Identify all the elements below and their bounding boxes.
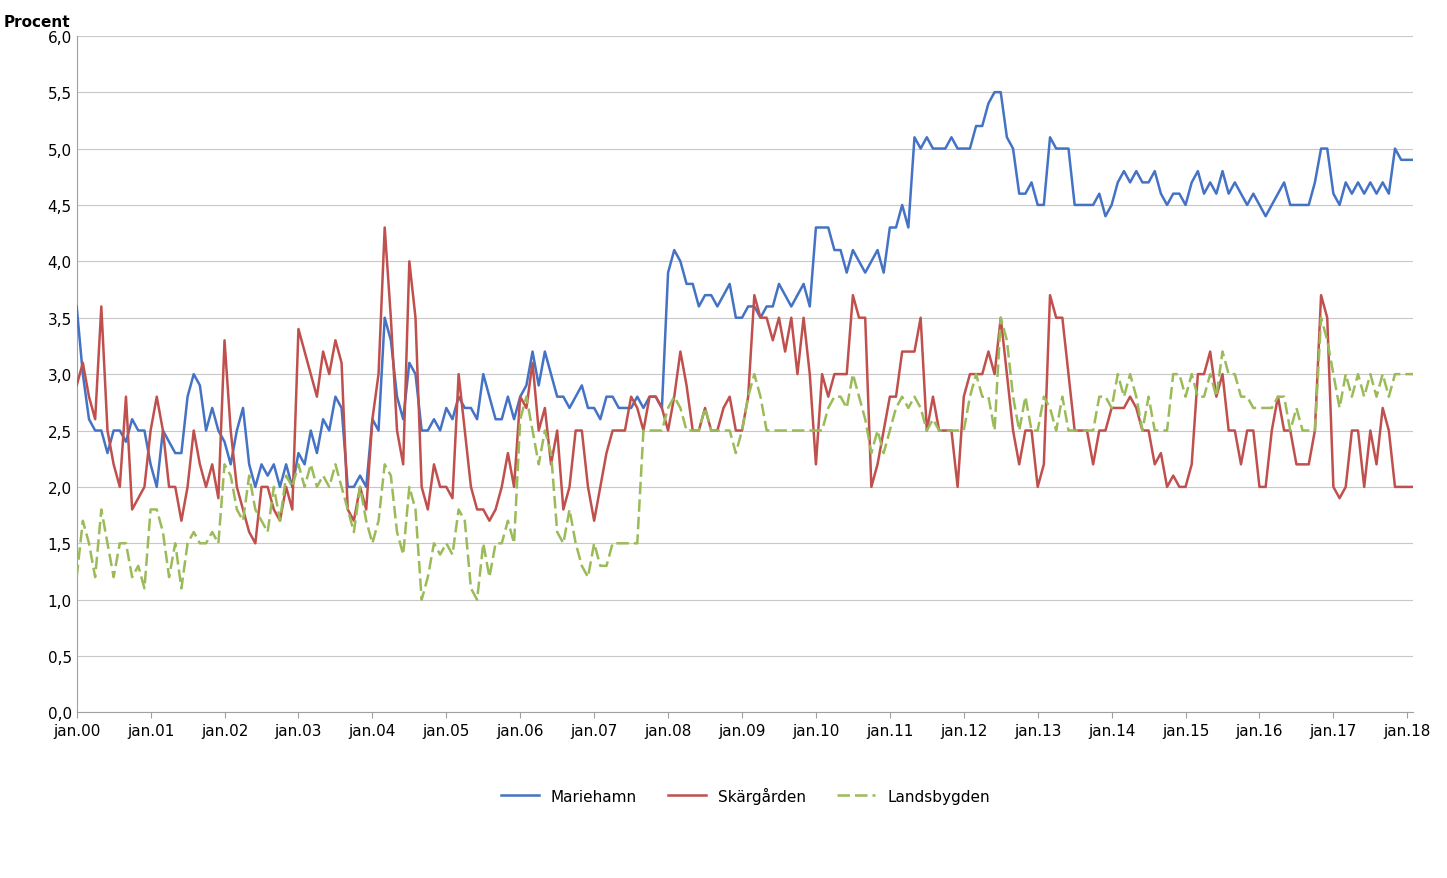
Landsbygden: [1184, 370, 1201, 380]
Landsbygden: [68, 572, 85, 583]
Landsbygden: [980, 392, 997, 402]
Skärgården: [68, 381, 85, 392]
Landsbygden: [425, 538, 443, 549]
Skärgården: [437, 482, 454, 493]
Skärgården: [246, 538, 263, 549]
Line: Landsbygden: Landsbygden: [77, 319, 1447, 600]
Landsbygden: [1121, 370, 1139, 380]
Landsbygden: [412, 594, 430, 605]
Mariehamn: [1121, 178, 1139, 189]
Skärgården: [431, 482, 449, 493]
Line: Skärgården: Skärgården: [77, 228, 1447, 543]
Legend: Mariehamn, Skärgården, Landsbygden: Mariehamn, Skärgården, Landsbygden: [495, 781, 996, 810]
Skärgården: [376, 223, 394, 234]
Skärgården: [1184, 459, 1201, 470]
Mariehamn: [1275, 178, 1292, 189]
Skärgården: [1121, 392, 1139, 402]
Mariehamn: [1184, 178, 1201, 189]
Landsbygden: [431, 550, 449, 560]
Mariehamn: [980, 99, 997, 110]
Skärgården: [1275, 426, 1292, 436]
Mariehamn: [985, 88, 1003, 98]
Text: Procent: Procent: [3, 15, 69, 30]
Mariehamn: [148, 482, 165, 493]
Landsbygden: [993, 313, 1010, 324]
Mariehamn: [425, 414, 443, 425]
Line: Mariehamn: Mariehamn: [77, 93, 1447, 487]
Landsbygden: [1275, 392, 1292, 402]
Skärgården: [985, 370, 1003, 380]
Mariehamn: [68, 302, 85, 313]
Mariehamn: [431, 426, 449, 436]
